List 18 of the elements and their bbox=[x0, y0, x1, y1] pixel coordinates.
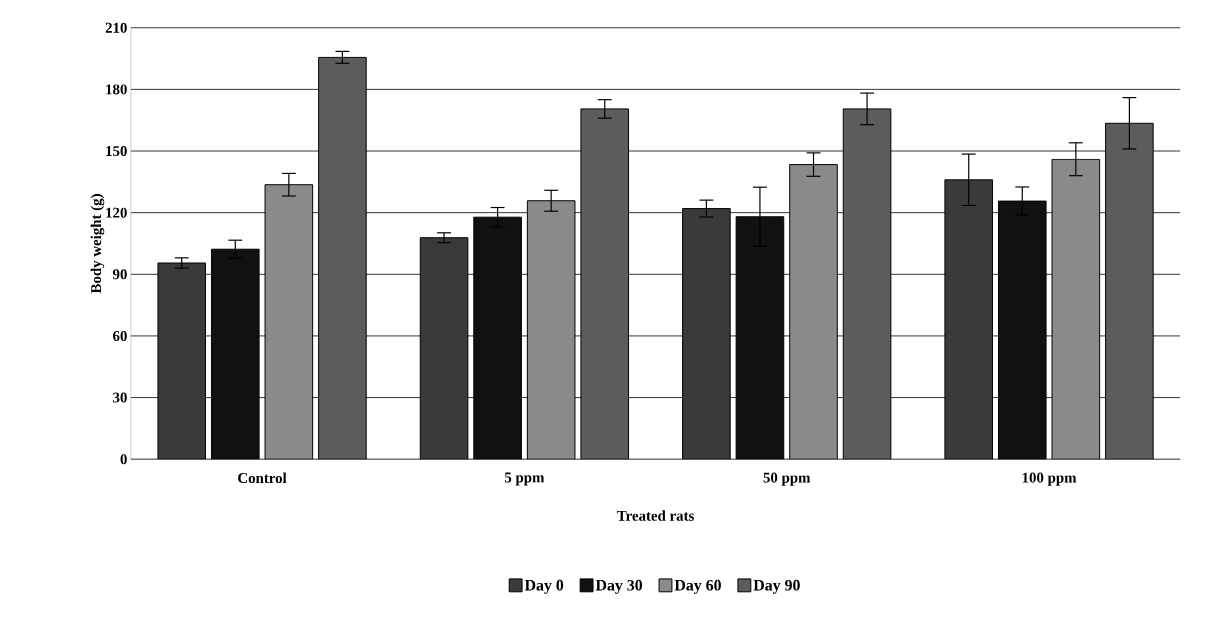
y-tick-label: 60 bbox=[113, 331, 127, 342]
y-tick-label: 150 bbox=[106, 146, 127, 157]
y-tick-label: 90 bbox=[112, 269, 127, 280]
x-tick-label: 5 ppm bbox=[504, 472, 545, 486]
y-tick-label: 210 bbox=[105, 22, 127, 33]
x-tick-label: 50 ppm bbox=[763, 472, 811, 486]
y-tick-label: 180 bbox=[106, 84, 127, 95]
y-axis-title: Body weight (g) bbox=[90, 194, 105, 294]
legend-label: Day 30 bbox=[595, 579, 643, 594]
legend-label: Day 60 bbox=[674, 579, 721, 594]
y-tick-label: 0 bbox=[120, 454, 127, 465]
x-tick-label: Control bbox=[238, 472, 287, 484]
legend-label: Day 90 bbox=[753, 579, 800, 594]
x-axis-title: Treated rats bbox=[617, 510, 694, 521]
y-tick-label: 120 bbox=[106, 207, 127, 218]
x-tick-label: 100 ppm bbox=[1022, 472, 1077, 486]
y-tick-label: 30 bbox=[113, 392, 127, 403]
legend-label: Day 0 bbox=[524, 579, 564, 594]
